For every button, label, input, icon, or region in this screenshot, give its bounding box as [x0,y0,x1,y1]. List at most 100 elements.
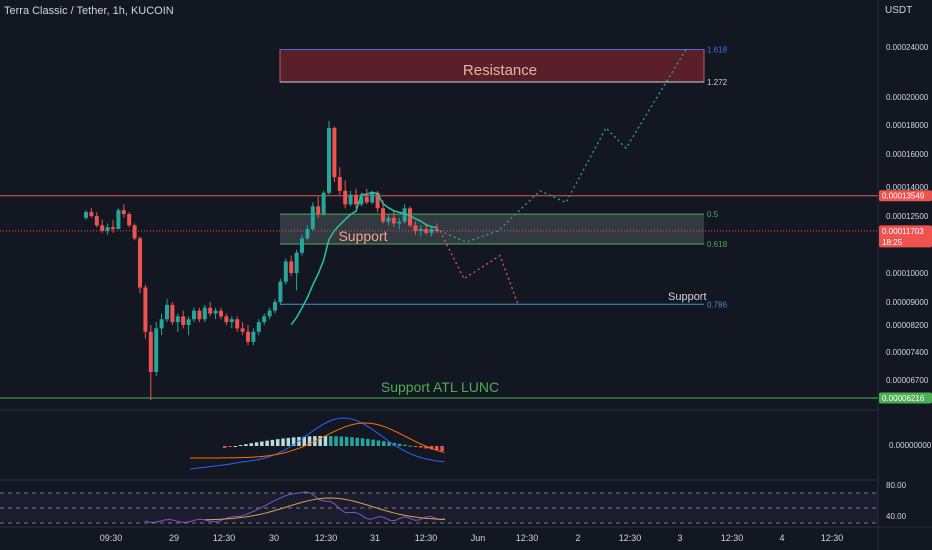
moving-average [290,191,438,326]
price-axis: 0.00024000 0.00020000 0.00018000 0.00016000… [879,43,932,521]
candle-body [84,212,88,218]
candles [84,120,439,400]
macd-histogram-bar [281,438,285,446]
time-tick: Jun [471,533,486,543]
candle-body [219,310,223,317]
macd-histogram-bar [329,436,333,446]
macd-histogram-bar [291,437,296,446]
price-label-box [879,392,932,404]
candle-body [192,310,196,320]
macd-histogram-bar [360,438,365,446]
macd-histogram-bar [286,437,291,446]
rsi-line [144,491,446,523]
candle-body [283,261,288,282]
resistance-label: Resistance [463,62,537,79]
price-label-box [879,190,932,202]
candle-body [273,302,277,311]
candle-body [327,127,331,193]
candle-body [429,229,434,233]
candle-body [186,319,191,325]
macd-histogram-bar [254,442,259,446]
candle-body [127,214,132,226]
support-zone-label: Support [338,228,387,244]
support-zone [280,214,704,244]
fib-label: 0.5 [707,210,719,219]
fib-label: 1.618 [707,46,728,55]
macd-histogram-bar [397,443,402,446]
candle-body [121,210,126,215]
atl-support-label: Support ATL LUNC [381,379,499,395]
candle-body [408,208,412,226]
price-tick: 0.00018000 [886,121,929,130]
support-line-label: Support [668,291,707,303]
time-tick: 12:30 [213,533,236,543]
macd-histogram-bar [223,446,227,448]
price-tick: 0.00014000 [886,183,929,192]
bearish-projection [439,230,519,305]
time-axis: 09:30 29 12:30 30 12:30 31 12:30 Jun 12:30 2 12:30… [100,533,844,543]
candle-body [154,328,159,372]
candle-body [170,304,175,323]
candle-body [105,227,110,231]
resistance-zone [279,49,705,83]
moving-average-line [290,191,438,326]
macd-histogram-bar [265,440,269,446]
candle-body [375,192,380,209]
projection-paths [439,49,687,305]
time-tick: 3 [677,533,682,543]
candle-body [197,310,202,320]
candle-body [165,304,169,320]
macd-histogram-bar [318,436,322,446]
fib-label: 0.786 [707,300,728,309]
macd-histogram-bar [355,437,359,446]
candle-body [413,225,418,231]
price-label-text: 0.00006216 [882,394,925,403]
candle-body [364,196,369,203]
macd-histogram-bar [302,436,306,446]
macd-histogram-bar [344,436,349,446]
candle-body [316,206,321,215]
candle-body [132,225,137,239]
macd-histogram-bar [413,446,418,447]
time-tick: 2 [575,533,580,543]
macd-histogram-bar [419,446,423,448]
time-tick: 31 [370,533,380,543]
candle-body [175,316,180,323]
macd-histogram-bar [249,443,253,446]
candle-body [391,217,396,224]
candle-body [354,194,358,205]
candle-body [424,229,429,233]
candle-body [321,192,326,215]
time-tick: 09:30 [100,533,123,543]
macd-tick: 0.00000000 [889,441,932,450]
price-tick: 0.00009000 [886,298,929,307]
candle-body [289,261,294,273]
price-tick: 0.00020000 [886,93,929,102]
time-tick: 12:30 [315,533,338,543]
price-tick: 0.00012500 [886,212,929,221]
candle-body [402,208,407,222]
macd-histogram-bar [429,446,434,450]
price-label-text: 0.00013549 [882,192,925,201]
candle-body [435,229,439,231]
candle-body [310,206,315,230]
rsi-ma-line [204,497,446,521]
candle-body [213,310,218,314]
candle-body [208,307,213,314]
price-label-box [879,225,932,248]
symbol-title: Terra Classic / Tether, 1h, KUCOIN [4,5,174,17]
time-tick: 29 [169,533,179,543]
time-tick: 12:30 [721,533,744,543]
candle-body [278,281,283,302]
candle-body [343,190,348,205]
candle-body [159,319,164,329]
candle-body [256,322,261,332]
fib-label: 0.618 [707,240,728,249]
candle-body [348,194,353,205]
macd-histogram-bar [366,438,370,446]
candle-body [381,208,385,222]
candle-body [116,210,121,230]
candle-body [240,328,245,332]
